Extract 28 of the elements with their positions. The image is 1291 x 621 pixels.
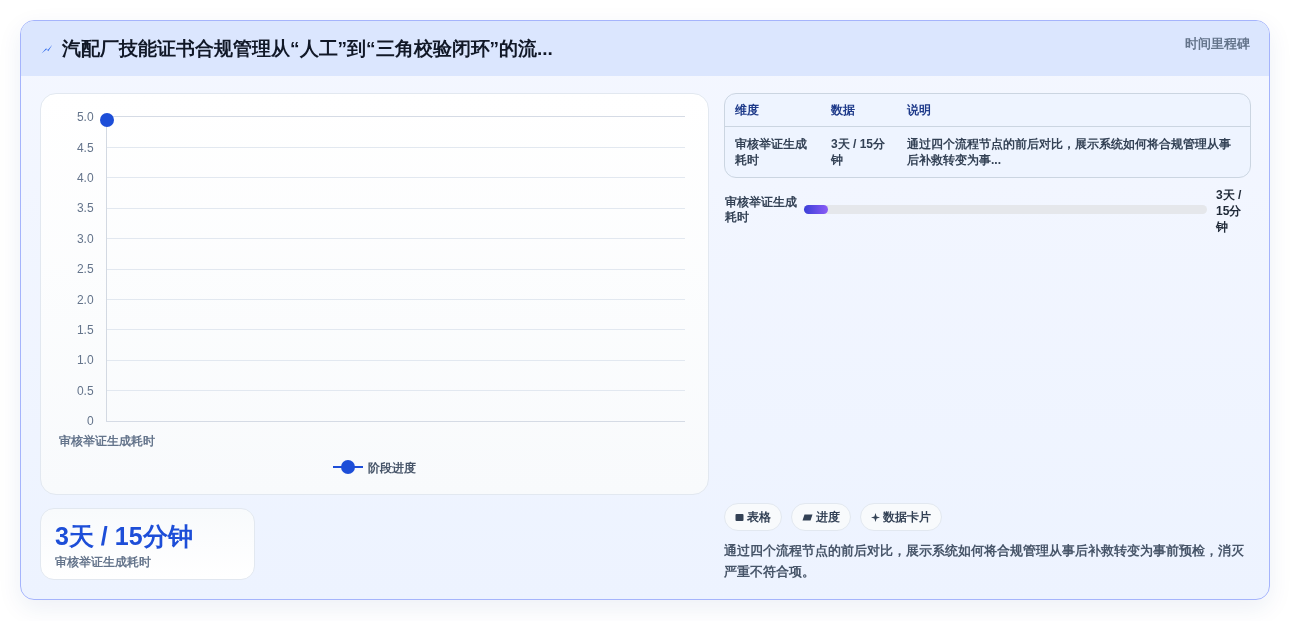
y-tick-label: 0 xyxy=(86,414,94,429)
text: 说明 xyxy=(897,94,1250,127)
y-tick-label: 2.0 xyxy=(76,292,94,307)
y-tick-label: 5.0 xyxy=(76,110,94,125)
text: 3天 / 15分钟 xyxy=(830,136,887,169)
text: 3天 / 15分钟 xyxy=(55,521,193,551)
text: 汽配厂技能证书合规管理从“人工”到“三角校验闭环”的流... xyxy=(62,37,553,61)
tag-chip: 数据卡片 xyxy=(860,503,942,531)
text: 审核举证生成耗时 xyxy=(734,136,808,169)
tag-chip: 表格 xyxy=(724,503,782,531)
y-tick-label: 3.0 xyxy=(76,231,94,246)
text: 数据 xyxy=(821,94,897,127)
y-tick-label: 4.0 xyxy=(76,171,94,185)
text: 审核举证生成耗时 xyxy=(55,554,151,570)
text: 3天 / 15分钟 xyxy=(1216,187,1243,235)
tag-chip: 进度 xyxy=(791,503,851,531)
y-tick-label: 0.5 xyxy=(76,383,94,398)
y-tick-label: 4.5 xyxy=(76,140,94,155)
legend-label: 阶段进度 xyxy=(368,460,416,475)
text: 时间里程碑 xyxy=(1185,35,1250,53)
text: 通过四个流程节点的前后对比，展示系统如何将合规管理从事后补救转变为事... xyxy=(906,136,1232,169)
text: 审核举证生成耗时 xyxy=(725,195,797,225)
text: 通过四个流程节点的前后对比，展示系统如何将合规管理从事后补救转变为事前预检，消灭严重不符合项。 xyxy=(724,542,1245,581)
y-tick-label: 3.5 xyxy=(76,201,94,216)
y-tick-label: 1.5 xyxy=(76,323,94,337)
y-tick-label: 2.5 xyxy=(76,262,94,277)
text: 维度 xyxy=(725,94,821,127)
y-tick-label: 1.0 xyxy=(76,353,94,368)
